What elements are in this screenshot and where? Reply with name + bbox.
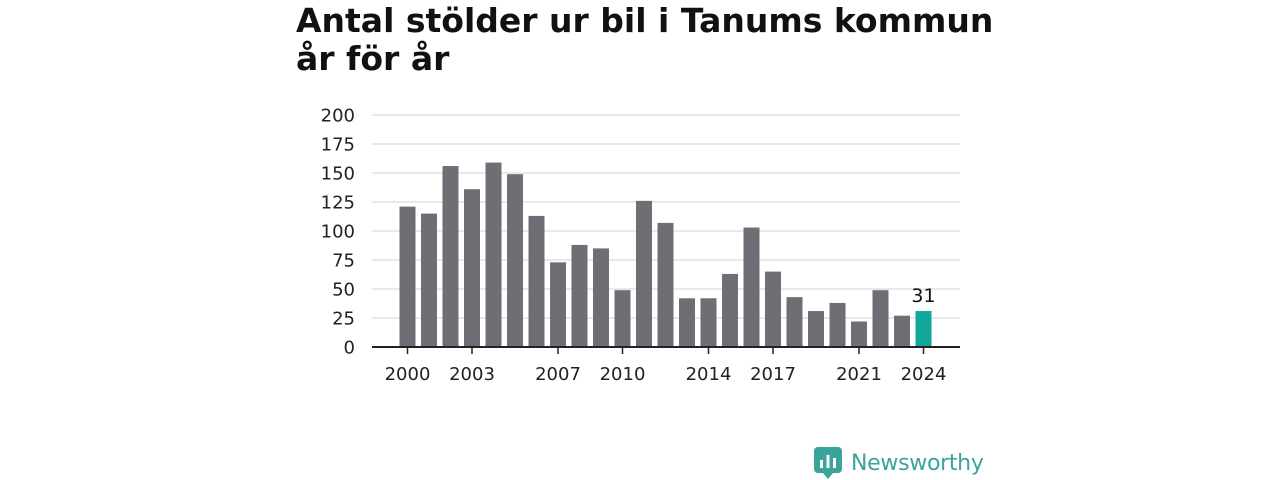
bar — [765, 271, 781, 347]
bar — [722, 273, 738, 347]
bar — [507, 174, 523, 347]
bar — [636, 200, 652, 347]
y-tick-label: 0 — [344, 338, 355, 359]
x-tick-label: 2024 — [901, 364, 947, 385]
y-tick-label: 125 — [321, 193, 355, 214]
bar — [442, 166, 459, 347]
bar — [399, 206, 416, 347]
x-tick-label: 2003 — [449, 364, 495, 385]
bar — [571, 244, 588, 347]
bar — [786, 297, 803, 347]
x-tick-label: 2007 — [535, 364, 581, 385]
chart-title-line-1: Antal stölder ur bil i Tanums kommun — [296, 1, 994, 40]
bar — [485, 162, 502, 347]
chart-title-line-2: år för år — [296, 39, 450, 78]
y-tick-label: 50 — [332, 280, 355, 301]
bar — [614, 290, 631, 347]
x-tick-label: 2021 — [836, 364, 882, 385]
bar — [421, 213, 437, 347]
brand-name: Newsworthy — [851, 450, 984, 476]
y-tick-label: 75 — [332, 251, 355, 272]
bar-chart: 0 25 50 75 100 125 150 175 200 2000 2003 2007 2010 20… — [321, 106, 960, 385]
x-tick-label: 2014 — [686, 364, 732, 385]
data-label: 31 — [911, 285, 935, 307]
bar — [872, 290, 889, 347]
y-tick-label: 150 — [321, 164, 355, 185]
x-tick-label: 2017 — [750, 364, 796, 385]
bar — [700, 298, 717, 347]
bar — [528, 215, 545, 347]
bar — [829, 302, 846, 347]
bar — [550, 262, 566, 347]
bar — [743, 227, 760, 347]
bar — [851, 321, 867, 347]
bar — [679, 298, 695, 347]
bar — [657, 222, 674, 347]
y-tick-label: 25 — [332, 309, 355, 330]
x-tick-label: 2000 — [385, 364, 431, 385]
y-tick-label: 200 — [321, 106, 355, 127]
bar — [894, 315, 910, 347]
bar — [593, 248, 609, 347]
bar — [808, 311, 824, 347]
x-tick-label: 2010 — [600, 364, 646, 385]
y-tick-label: 175 — [321, 135, 355, 156]
bar — [464, 189, 480, 347]
highlighted-bar — [915, 311, 932, 347]
y-tick-label: 100 — [321, 222, 355, 243]
chart-title: Antal stölder ur bil i Tanums kommun år … — [296, 2, 996, 78]
brand-logo: Newsworthy — [814, 446, 984, 480]
newsworthy-logo-icon — [814, 447, 842, 479]
